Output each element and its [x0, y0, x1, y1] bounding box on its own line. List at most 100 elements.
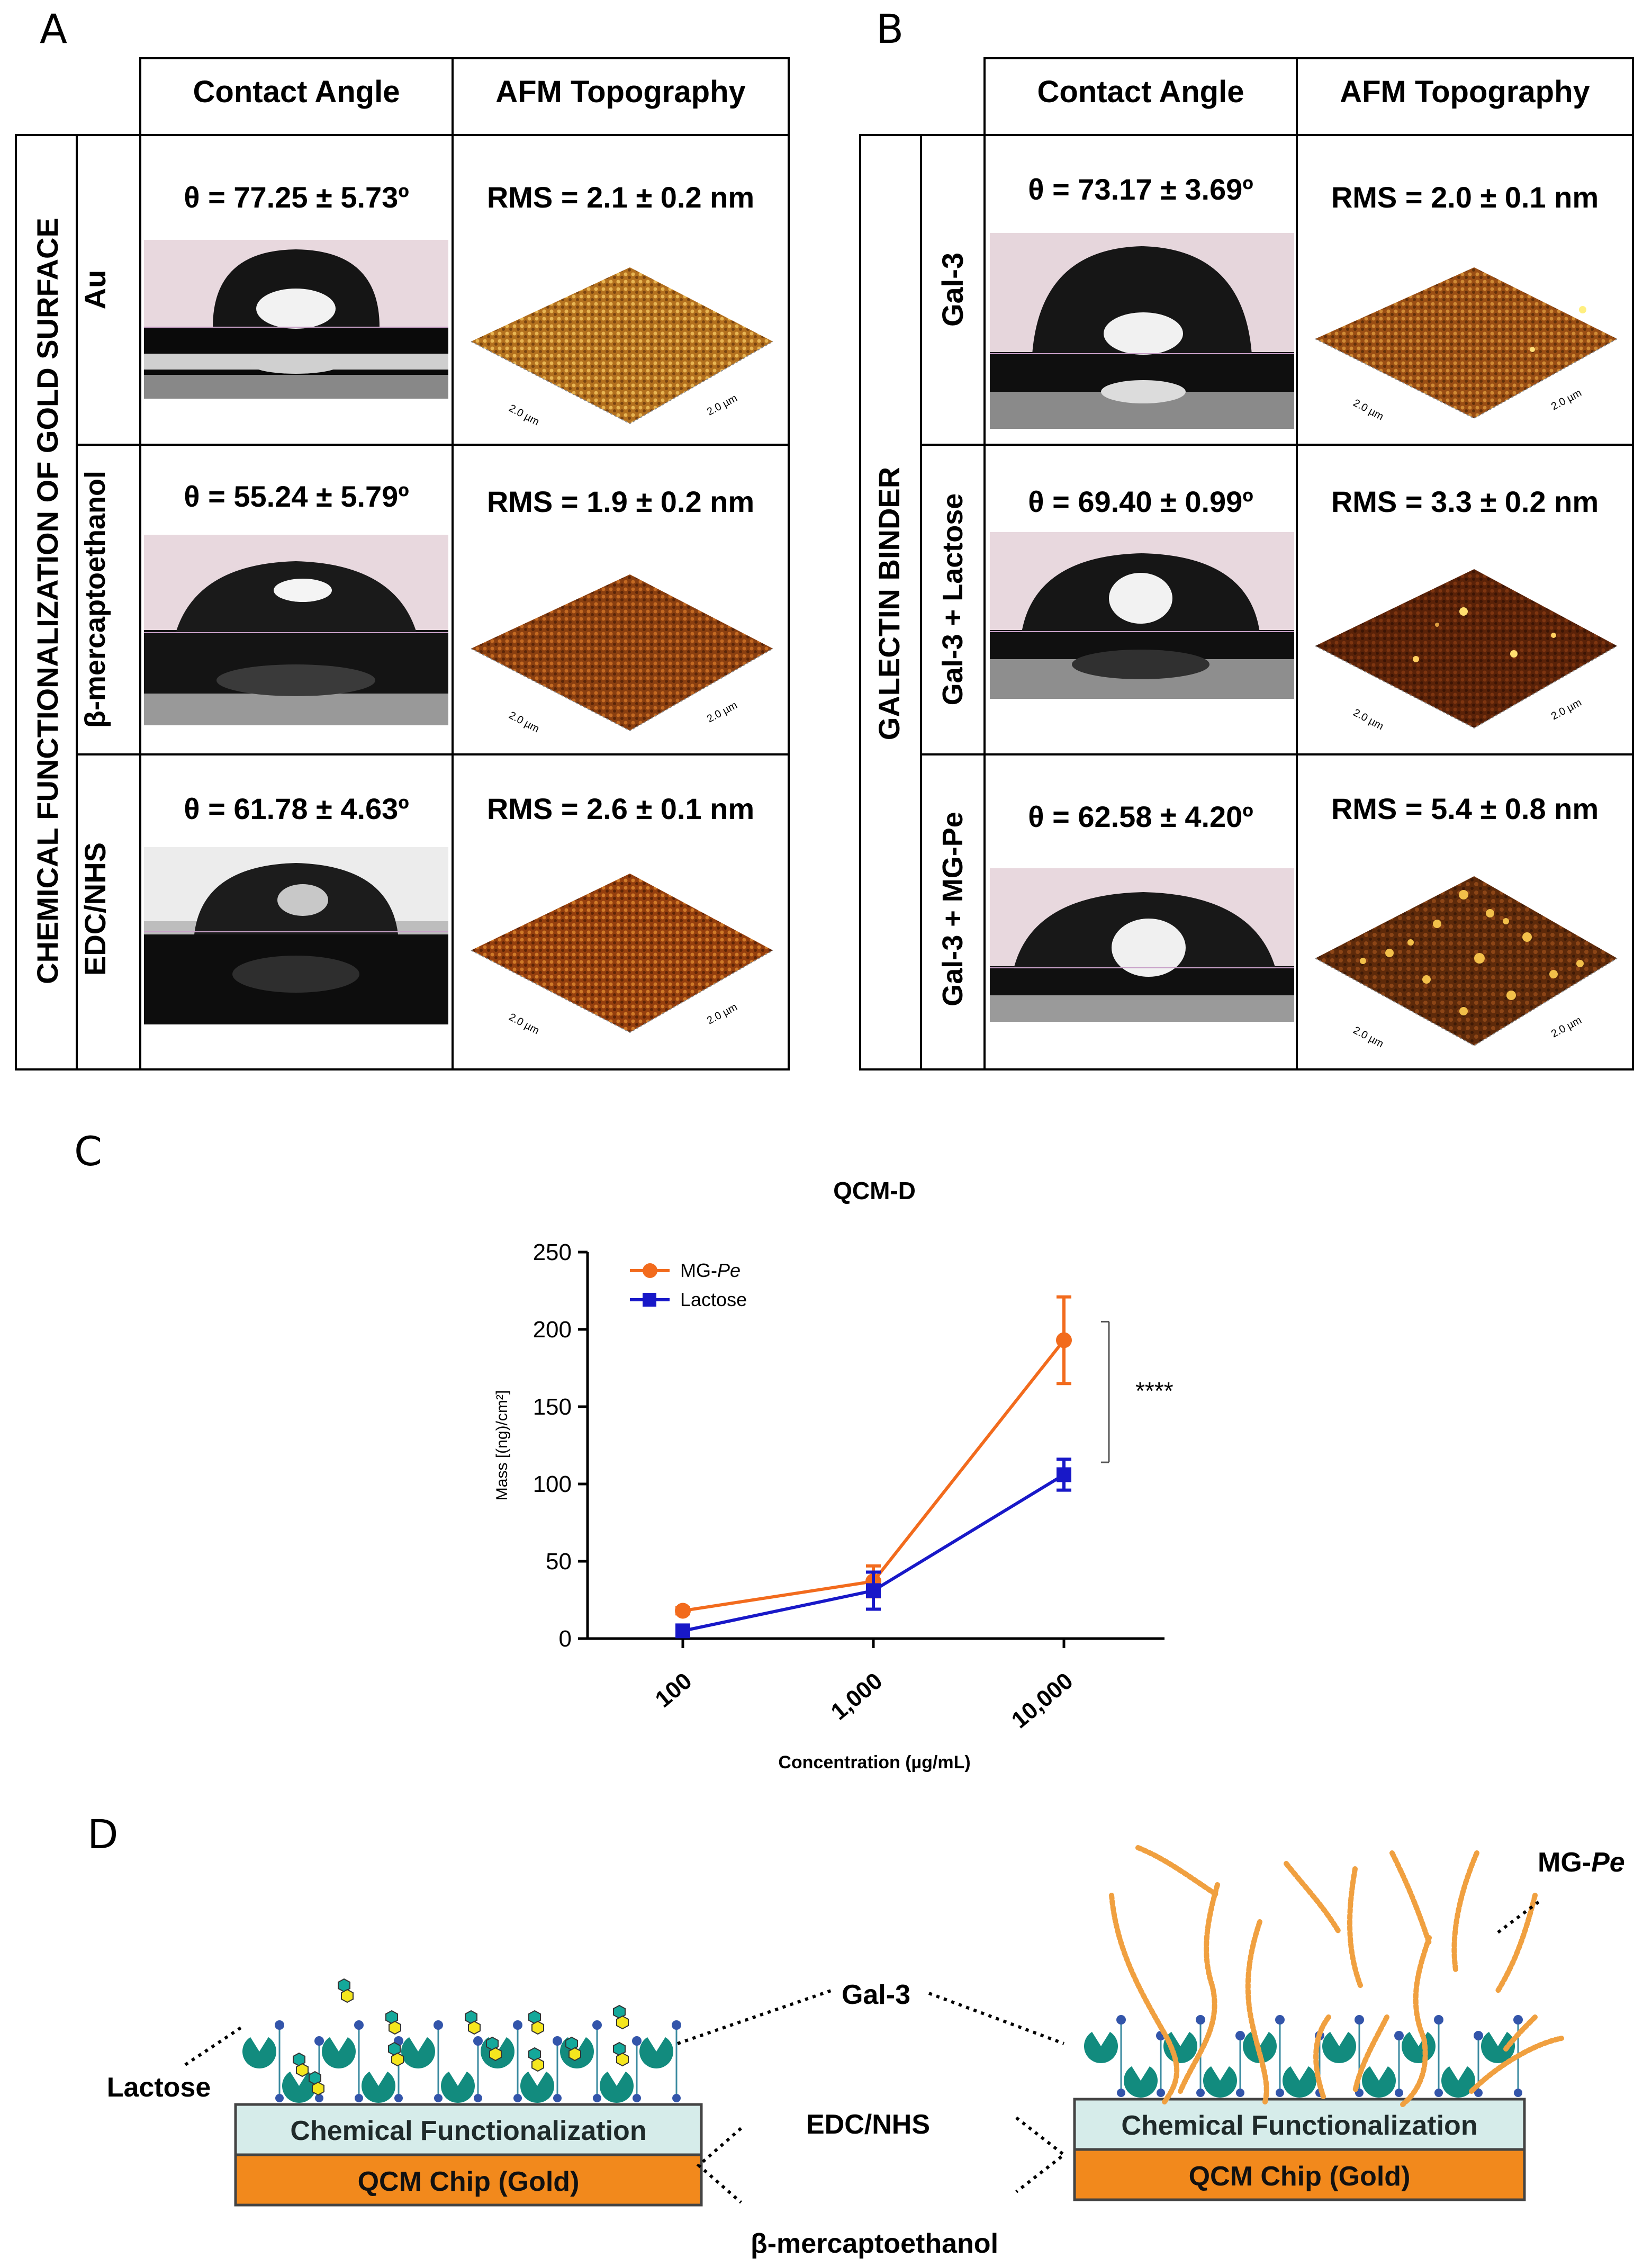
droplet-image-au	[144, 240, 448, 399]
linker-head	[434, 2020, 443, 2030]
gal3-protein	[1084, 2031, 1118, 2063]
gal3-protein	[1401, 2031, 1436, 2063]
data-point	[675, 1623, 690, 1639]
droplet-image-gal3	[990, 233, 1294, 429]
lactose-galactose	[531, 2020, 544, 2035]
linker-foot	[1395, 2089, 1403, 2097]
gal3-protein	[1283, 2066, 1316, 2098]
label-mgpe-prefix: MG-	[1538, 1847, 1591, 1878]
droplet-image-edc	[144, 847, 448, 1024]
afm-axis-label-lactose-right: 2.0 µm	[1549, 697, 1584, 722]
linker-head	[672, 2020, 681, 2030]
gal3-protein	[282, 2071, 316, 2103]
legend-label-1: Lactose	[680, 1289, 747, 1310]
gal3-protein	[440, 2071, 475, 2103]
left-chip-label: QCM Chip (Gold)	[358, 2166, 580, 2197]
panel-b-angle-mgpe: θ = 62.58 ± 4.20º	[1028, 800, 1253, 833]
panel-a-letter: A	[40, 5, 67, 52]
leader-lines	[184, 1899, 1541, 2204]
linker-foot	[1196, 2089, 1205, 2097]
gal3-protein	[1203, 2066, 1237, 2098]
afm-image-gal3-mgpe: 2.0 µm 2.0 µm	[1315, 876, 1618, 1050]
panel-b-rms-gal3: RMS = 2.0 ± 0.1 nm	[1331, 181, 1599, 214]
afm-axis-label-gal3-right: 2.0 µm	[1549, 387, 1584, 412]
gal3-protein	[600, 2071, 634, 2103]
linker-head	[513, 2020, 522, 2030]
linker-foot	[355, 2094, 363, 2102]
lactose-galactose	[489, 2047, 502, 2062]
gal3-protein	[1124, 2066, 1158, 2098]
panel-b-rms-lactose: RMS = 3.3 ± 0.2 nm	[1331, 485, 1599, 518]
data-point	[1057, 1467, 1071, 1482]
panel-b-row-label-gal3: Gal-3	[936, 252, 969, 327]
afm-axis-label-edc-left: 2.0 µm	[507, 1011, 541, 1037]
panel-a-row-label-bme: β-mercaptoethanol	[79, 470, 111, 728]
droplet-image-gal3-mgpe	[990, 868, 1294, 1022]
linker-head	[1235, 2031, 1245, 2040]
x-tick-label: 100	[651, 1668, 697, 1713]
linker-foot	[1157, 2089, 1165, 2097]
afm-axis-label-bme-right: 2.0 µm	[705, 699, 739, 725]
legend-marker	[643, 1263, 657, 1278]
panel-b-letter: B	[876, 5, 904, 52]
lactose-galactose	[531, 2057, 544, 2072]
lactose-galactose	[312, 2081, 324, 2096]
linker-head	[553, 2036, 562, 2046]
panel-a-rms-edc: RMS = 2.6 ± 0.1 nm	[486, 792, 755, 825]
linker-head	[354, 2020, 364, 2030]
afm-axis-label-au-left: 2.0 µm	[507, 402, 541, 428]
lactose-galactose	[391, 2052, 404, 2067]
gal3-protein	[639, 2037, 673, 2068]
y-tick-label: 150	[533, 1394, 572, 1420]
right-functionalization-layer	[1073, 2098, 1526, 2151]
afm-axis-label-edc-right: 2.0 µm	[705, 1001, 739, 1027]
afm-image-bme: 2.0 µm 2.0 µm	[471, 574, 773, 735]
legend-label-italic: Pe	[717, 1260, 741, 1281]
gal3-protein	[520, 2071, 554, 2103]
significance-stars: ****	[1135, 1377, 1173, 1405]
panel-b-rms-mgpe: RMS = 5.4 ± 0.8 nm	[1331, 792, 1599, 825]
afm-image-gal3: 2.0 µm 2.0 µm	[1315, 267, 1618, 422]
panel-b-side-label: GALECTIN BINDER	[872, 466, 906, 741]
right-chip-label: QCM Chip (Gold)	[1189, 2161, 1411, 2192]
afm-axis-label-au-right: 2.0 µm	[705, 392, 739, 418]
schematic-diagram: Chemical Functionalization QCM Chip (Gol…	[107, 1845, 1625, 2259]
gal3-protein	[1361, 2066, 1396, 2098]
label-beta-mercaptoethanol: β-mercaptoethanol	[751, 2228, 998, 2259]
linker-foot	[1434, 2089, 1443, 2097]
panel-b-header-contact-angle: Contact Angle	[1037, 75, 1244, 109]
afm-axis-label-mgpe-left: 2.0 µm	[1351, 1024, 1386, 1050]
linker-foot	[1474, 2089, 1483, 2097]
linker-foot	[1514, 2089, 1522, 2097]
gal3-protein	[1441, 2066, 1475, 2098]
lactose-galactose	[296, 2063, 309, 2077]
panel-a-b-gridlines	[15, 57, 1634, 1070]
label-edc-nhs: EDC/NHS	[806, 2109, 930, 2140]
y-tick-label: 250	[533, 1239, 572, 1265]
afm-axis-label-lactose-left: 2.0 µm	[1351, 707, 1386, 732]
label-mgpe-italic: Pe	[1591, 1847, 1625, 1878]
label-lactose: Lactose	[107, 2072, 211, 2103]
legend-label-0: MG-Pe	[680, 1260, 741, 1281]
y-tick-label: 100	[533, 1471, 572, 1497]
panel-b-row-label-gal3-lactose: Gal-3 + Lactose	[937, 493, 969, 706]
legend-marker	[643, 1293, 656, 1307]
linker-head	[1513, 2015, 1523, 2025]
linker-foot	[1276, 2089, 1284, 2097]
linker-head	[592, 2020, 602, 2030]
lactose-galactose	[616, 2052, 629, 2067]
panel-a-header-afm: AFM Topography	[495, 75, 746, 109]
linker-foot	[633, 2094, 641, 2102]
panel-a-side-label: CHEMICAL FUNCTIONALIZATION OF GOLD SURFA…	[31, 218, 64, 984]
left-functionalization-label: Chemical Functionalization	[290, 2116, 646, 2146]
linker-foot	[513, 2094, 522, 2102]
afm-image-gal3-lactose: 2.0 µm 2.0 µm	[1315, 569, 1618, 732]
afm-image-edc: 2.0 µm 2.0 µm	[471, 874, 773, 1037]
afm-axis-label-bme-left: 2.0 µm	[507, 709, 541, 735]
linker-head	[473, 2036, 483, 2046]
linker-foot	[672, 2094, 681, 2102]
y-tick-label: 50	[546, 1549, 572, 1575]
linker-head	[1275, 2015, 1285, 2025]
lactose-galactose	[341, 1989, 354, 2003]
afm-image-au: 2.0 µm 2.0 µm	[471, 267, 773, 428]
